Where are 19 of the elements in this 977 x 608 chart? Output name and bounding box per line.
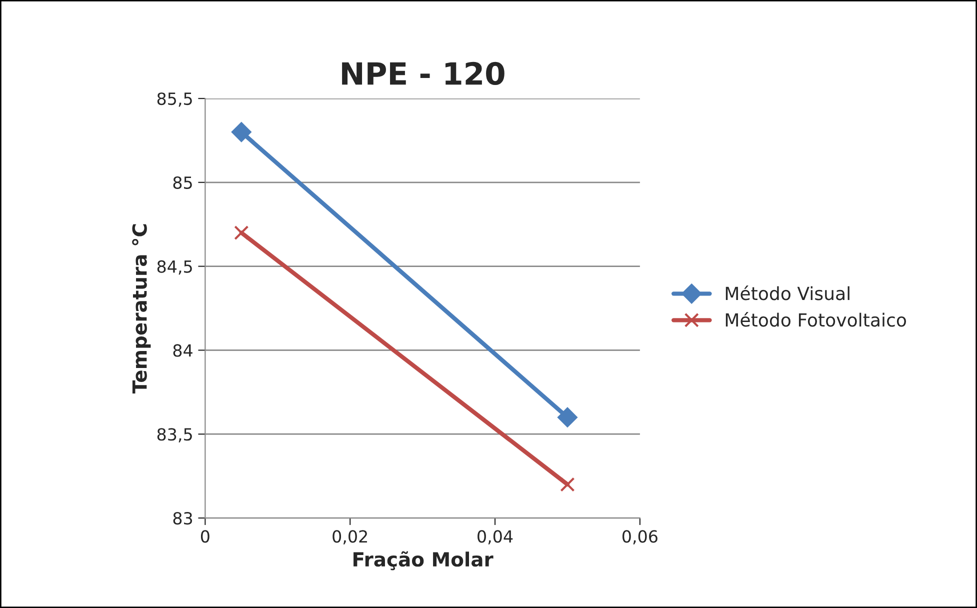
y-axis-title: Temperatura °C [132,224,151,394]
x-tick-label: 0,04 [478,530,513,544]
x-tick-label: 0,06 [622,530,658,544]
x-axis-title: Fração Molar [354,551,494,570]
y-tick-label: 85 [173,176,192,189]
point [558,407,578,428]
y-tick-label: 84,5 [157,260,192,275]
y-tick-label: 85,5 [157,92,192,107]
y-tick-label: 83 [173,512,192,525]
legend-label: Método Visual [726,286,850,300]
chart-title: NPE - 120 [342,62,504,86]
y-tick-label: 84 [173,344,192,357]
x-tick-label: 0 [200,530,210,543]
point [560,477,575,492]
x-tick-label: 0,02 [332,530,367,544]
legend-label: Método Fotovoltaico [726,312,906,327]
point [234,225,249,240]
point [232,122,252,142]
y-tick-label: 83,5 [157,428,192,442]
